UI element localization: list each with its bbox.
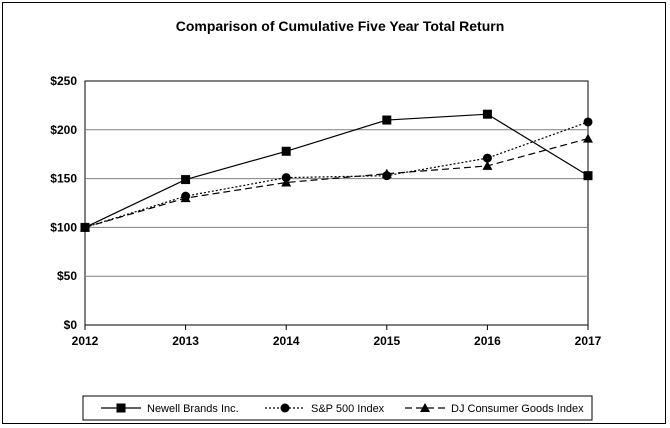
- x-tick-label: 2014: [273, 334, 300, 348]
- series-line-2: [84, 121, 589, 228]
- series-1-point: [482, 109, 492, 119]
- series-3-point: [583, 133, 593, 143]
- legend: Newell Brands Inc. S&P 500 Index DJ Consum…: [82, 395, 593, 421]
- series-3-point: [180, 193, 191, 203]
- legend-box: [82, 395, 593, 421]
- y-tick-label: $100: [50, 220, 77, 234]
- y-tick-label: $200: [50, 123, 77, 137]
- chart-title: Comparison of Cumulative Five Year Total…: [176, 18, 505, 34]
- legend-label-1: Newell Brands Inc.: [147, 403, 239, 415]
- series-2-point: [482, 153, 492, 163]
- y-tick-label: $150: [50, 172, 77, 186]
- x-tick-label: 2012: [72, 334, 99, 348]
- series-1-point: [281, 146, 291, 156]
- line-chart: Comparison of Cumulative Five Year Total…: [50, 18, 602, 421]
- y-tick-label: $0: [64, 318, 78, 332]
- x-tick-label: 2016: [474, 334, 501, 348]
- legend-marker-2: [280, 403, 290, 413]
- x-tick-label: 2013: [172, 334, 199, 348]
- series-1-point: [382, 115, 392, 125]
- series-3-point: [80, 222, 90, 232]
- legend-label-2: S&P 500 Index: [311, 403, 385, 415]
- legend-label-3: DJ Consumer Goods Index: [451, 403, 584, 415]
- series-3-point: [482, 160, 493, 170]
- series-line-1: [84, 113, 589, 228]
- series-1-point: [583, 171, 593, 181]
- legend-marker-1: [116, 403, 126, 413]
- x-tick-label: 2015: [373, 334, 400, 348]
- series-2-point: [583, 117, 593, 127]
- y-tick-label: $50: [57, 269, 77, 283]
- chart-frame: Comparison of Cumulative Five Year Total…: [2, 2, 666, 424]
- series-1-point: [181, 175, 191, 185]
- series-line-3: [84, 138, 589, 228]
- x-tick-label: 2017: [575, 334, 602, 348]
- series-3-point: [281, 177, 292, 187]
- series-3-point: [381, 168, 392, 178]
- plot-border: [84, 80, 589, 326]
- legend-marker-3: [420, 403, 430, 412]
- y-tick-label: $250: [50, 74, 77, 88]
- plot-area: $0 $50 $100 $150 $200 $250 2012 2013 2014 2015 201…: [50, 74, 601, 348]
